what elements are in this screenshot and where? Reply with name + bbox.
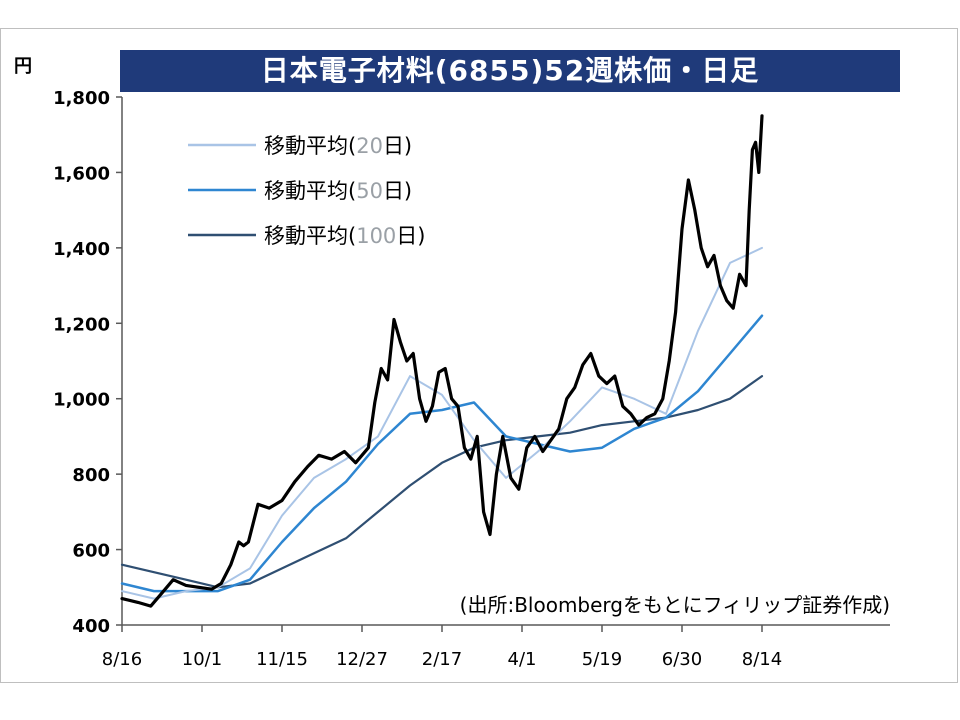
y-unit-label: 円 (14, 56, 32, 77)
y-tick-label: 1,800 (53, 88, 110, 109)
legend: 移動平均(20日)移動平均(50日)移動平均(100日) (188, 134, 426, 248)
legend-period: 50 (356, 179, 383, 203)
axes-group: 400 600 800 1,000 1,200 1,400 1,600 1,800 8/16 10… (53, 88, 890, 670)
y-tick-label: 1,400 (53, 239, 110, 260)
x-tick-label: 4/1 (508, 649, 537, 670)
legend-entry-label: 移動平均(100日) (264, 224, 426, 248)
series-line-ma50 (120, 314, 764, 593)
legend-suffix: 日) (383, 179, 412, 203)
source-note: (出所:Bloombergをもとにフィリップ証券作成) (460, 593, 890, 617)
x-tick-label: 8/14 (742, 649, 782, 670)
legend-prefix: 移動平均( (264, 134, 356, 158)
chart-title: 日本電子材料(6855)52週株価・日足 (120, 50, 900, 92)
legend-period: 100 (356, 224, 396, 248)
x-tick-label: 6/30 (662, 649, 702, 670)
y-tick-label: 400 (72, 616, 110, 637)
y-tick-label: 1,200 (53, 314, 110, 335)
x-tick-label: 8/16 (102, 649, 142, 670)
legend-suffix: 日) (383, 134, 412, 158)
legend-period: 20 (356, 134, 383, 158)
y-tick-label: 1,000 (53, 390, 110, 411)
x-tick-label: 5/19 (582, 649, 622, 670)
legend-entry-label: 移動平均(20日) (264, 134, 412, 158)
chart-frame (0, 28, 958, 683)
legend-entry-label: 移動平均(50日) (264, 179, 412, 203)
x-tick-label: 10/1 (182, 649, 222, 670)
y-tick-label: 600 (72, 541, 110, 562)
legend-suffix: 日) (396, 224, 425, 248)
legend-prefix: 移動平均( (264, 224, 356, 248)
series-group (120, 114, 764, 608)
series-line-ma100 (120, 375, 764, 589)
legend-prefix: 移動平均( (264, 179, 356, 203)
y-tick-label: 1,600 (53, 163, 110, 184)
x-tick-label: 11/15 (256, 649, 308, 670)
y-tick-label: 800 (72, 465, 110, 486)
series-line-price (120, 114, 764, 608)
x-tick-label: 2/17 (422, 649, 462, 670)
x-tick-label: 12/27 (336, 649, 388, 670)
series-line-ma20 (121, 246, 763, 600)
